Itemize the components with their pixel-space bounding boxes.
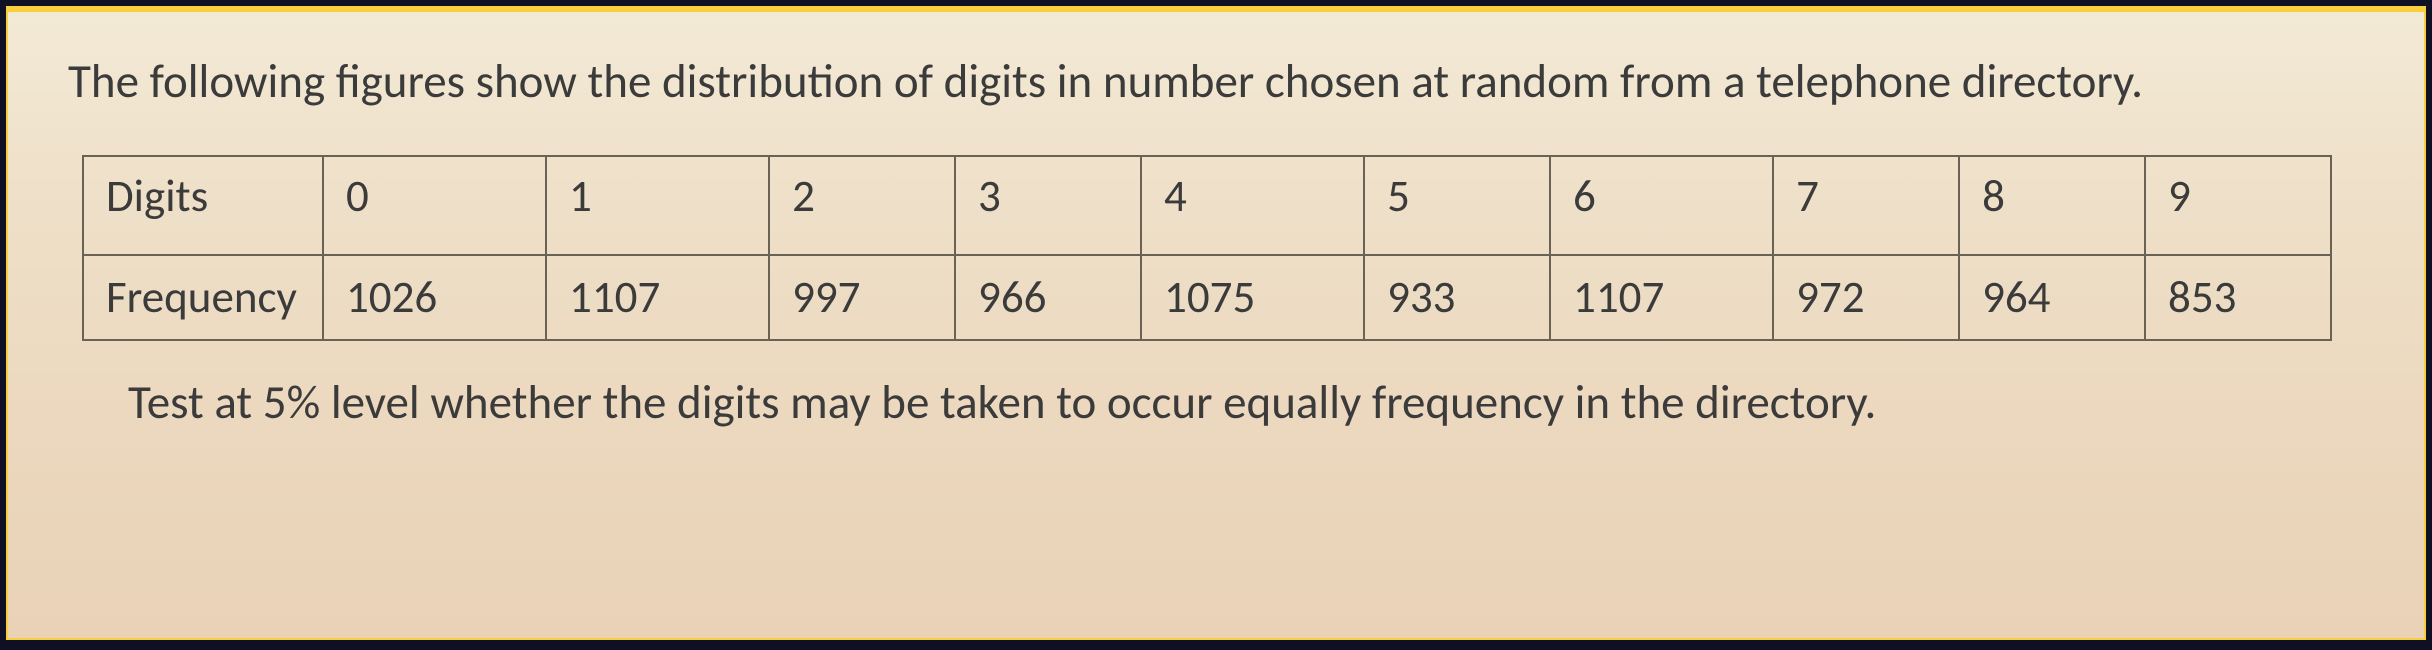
freq-cell: 1026: [323, 255, 546, 340]
outer-frame: The following figures show the distribut…: [0, 0, 2432, 650]
freq-cell: 1075: [1141, 255, 1364, 340]
table-row: Digits 0 1 2 3 4 5 6 7 8 9: [83, 156, 2331, 255]
digit-cell: 3: [955, 156, 1141, 255]
freq-cell: 972: [1773, 255, 1959, 340]
row-label-digits: Digits: [83, 156, 323, 255]
freq-cell: 997: [769, 255, 955, 340]
digit-cell: 7: [1773, 156, 1959, 255]
frequency-table: Digits 0 1 2 3 4 5 6 7 8 9 Frequency 102…: [82, 155, 2332, 341]
freq-cell: 933: [1364, 255, 1550, 340]
digit-cell: 8: [1959, 156, 2145, 255]
freq-cell: 964: [1959, 255, 2145, 340]
digit-cell: 5: [1364, 156, 1550, 255]
question-card: The following figures show the distribut…: [6, 6, 2426, 640]
digit-cell: 4: [1141, 156, 1364, 255]
instruction-text: Test at 5% level whether the digits may …: [128, 371, 2364, 434]
freq-cell: 1107: [546, 255, 769, 340]
row-label-frequency: Frequency: [83, 255, 323, 340]
digit-cell: 6: [1550, 156, 1773, 255]
digit-cell: 1: [546, 156, 769, 255]
freq-cell: 1107: [1550, 255, 1773, 340]
freq-cell: 966: [955, 255, 1141, 340]
table-row: Frequency 1026 1107 997 966 1075 933 110…: [83, 255, 2331, 340]
freq-cell: 853: [2145, 255, 2331, 340]
digit-cell: 2: [769, 156, 955, 255]
digit-cell: 0: [323, 156, 546, 255]
digit-cell: 9: [2145, 156, 2331, 255]
intro-text: The following figures show the distribut…: [68, 50, 2364, 113]
